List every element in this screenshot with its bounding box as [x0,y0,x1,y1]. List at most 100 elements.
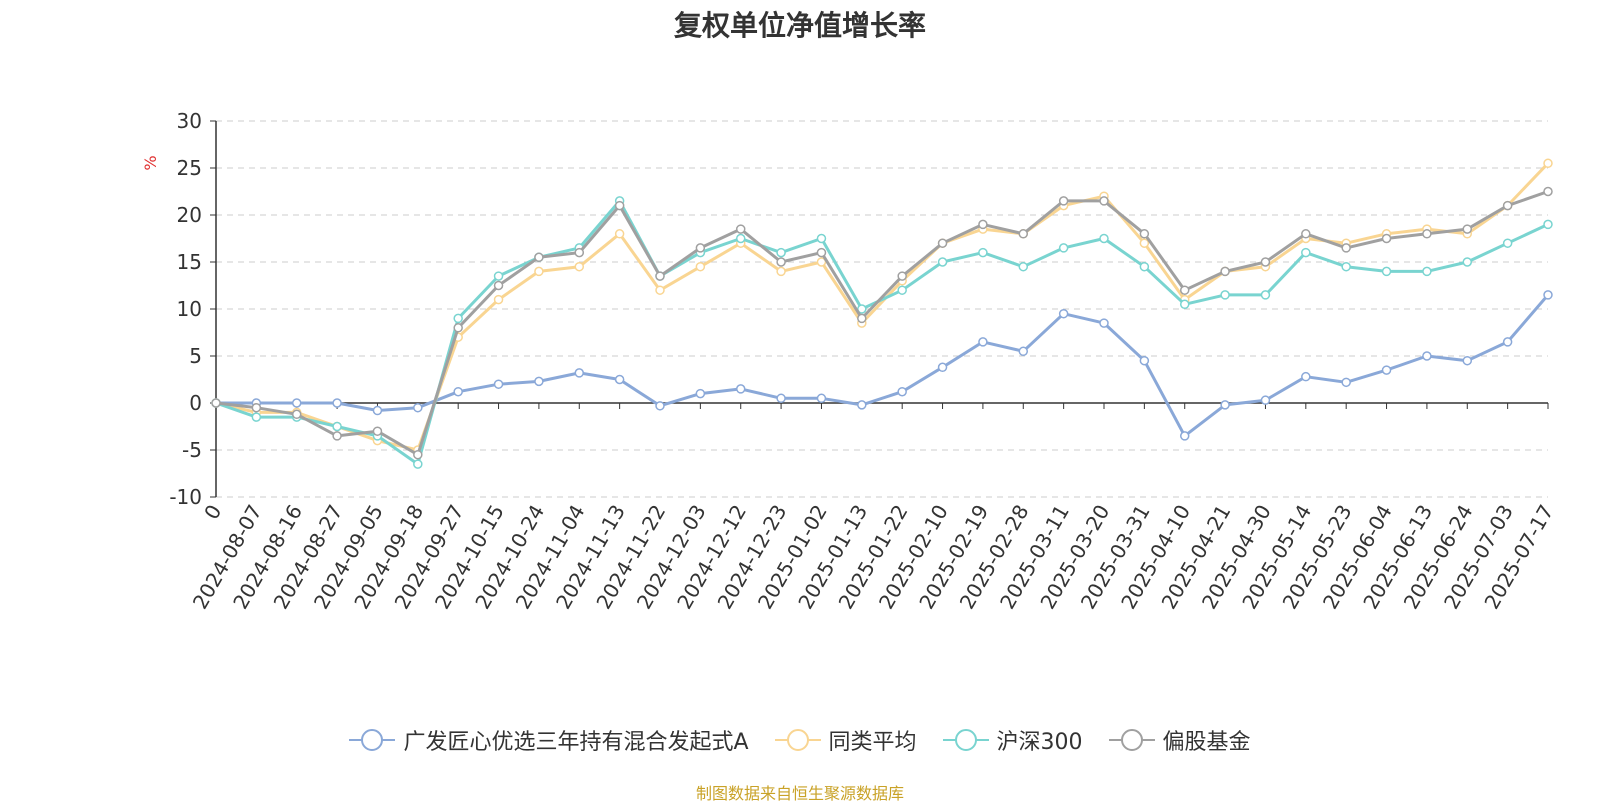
data-point [1220,266,1230,277]
data-point [574,368,585,378]
data-point [816,247,827,258]
legend-label: 偏股基金 [1162,730,1251,755]
tick-labels: 302520151050-5-10%02024-08-072024-08-162… [141,109,1558,613]
data-point [291,409,302,420]
data-point [534,266,544,277]
grid-lines [216,120,1548,498]
data-point [655,401,665,411]
data-point [251,402,262,413]
data-point [978,219,988,230]
data-point [574,247,585,258]
data-point [1139,229,1150,239]
data-point [1381,233,1392,244]
data-point [857,304,867,314]
data-point [1220,400,1230,410]
data-point [1179,285,1190,295]
data-point [1462,355,1473,366]
data-point [1099,233,1109,244]
data-point [1381,365,1392,375]
y-tick-label: 0 [189,391,202,415]
y-tick-label: 25 [177,156,202,180]
data-point [574,261,585,272]
legend-label: 同类平均 [828,730,917,755]
data-point [1139,261,1150,272]
data-point [614,229,625,239]
data-point [251,412,262,422]
data-point [776,247,786,258]
legend: 广发匠心优选三年持有混合发起式A 同类平均 沪深300 偏股基金 [0,724,1600,756]
legend-item[interactable]: 同类平均 [774,724,917,756]
data-point [1341,377,1351,388]
source-note: 制图数据来自恒生聚源数据库 [695,784,904,803]
data-point [1260,395,1271,405]
data-point [695,261,706,272]
legend-item[interactable]: 广发匠心优选三年持有混合发起式A [349,724,749,756]
y-tick-label: 20 [177,203,202,227]
data-point [897,285,907,295]
data-point [735,384,746,394]
data-point [1099,318,1109,328]
series-line-3 [215,190,1549,457]
data-point [372,426,383,436]
data-point [1422,266,1432,277]
y-tick-label: 15 [177,250,202,274]
data-point [978,247,988,258]
data-point [1543,290,1553,300]
data-point [857,400,867,410]
y-tick-label: 30 [177,109,202,133]
data-point [655,285,665,295]
data-point [776,257,786,267]
data-point [1139,238,1150,248]
data-point [1058,196,1069,206]
data-point [735,224,746,234]
data-point [453,323,463,333]
data-point [1260,290,1271,300]
data-point [978,337,988,347]
legend-swatch-icon [349,729,396,751]
data-point [211,398,221,408]
legend-swatch-icon [774,729,821,751]
data-point [776,393,786,404]
data-point [413,402,423,413]
y-axis-unit: % [141,155,160,170]
data-point [816,257,827,267]
data-point [493,294,504,305]
data-point [1301,229,1311,239]
data-point [1422,229,1432,239]
data-point [1381,266,1392,277]
data-point [1502,238,1513,248]
data-point [534,252,544,263]
data-point [1179,299,1190,310]
data-point [937,257,948,267]
data-point [1099,196,1109,206]
data-point [695,243,706,253]
data-point [937,238,948,248]
data-point [735,233,746,244]
data-point [453,313,463,324]
data-point [534,376,544,387]
data-point [1543,219,1553,230]
data-point [857,313,867,324]
data-point [614,200,625,211]
y-tick-label: 10 [177,297,202,321]
data-point [655,271,665,281]
data-point [1018,261,1029,272]
data-point [1341,261,1351,272]
data-point [1301,247,1311,258]
data-point [1301,371,1311,382]
data-point [614,374,625,385]
data-point [493,280,504,291]
legend-item[interactable]: 偏股基金 [1108,724,1251,756]
data-point [413,459,423,469]
data-point [1179,431,1190,441]
data-point [695,388,706,399]
legend-label: 沪深300 [996,730,1083,755]
data-point [1422,351,1432,361]
data-point [1502,337,1513,347]
data-point [1220,290,1230,300]
legend-item[interactable]: 沪深300 [942,724,1083,756]
data-point [816,393,827,404]
data-point [372,405,383,416]
data-point [1018,229,1029,239]
data-point [493,379,504,389]
